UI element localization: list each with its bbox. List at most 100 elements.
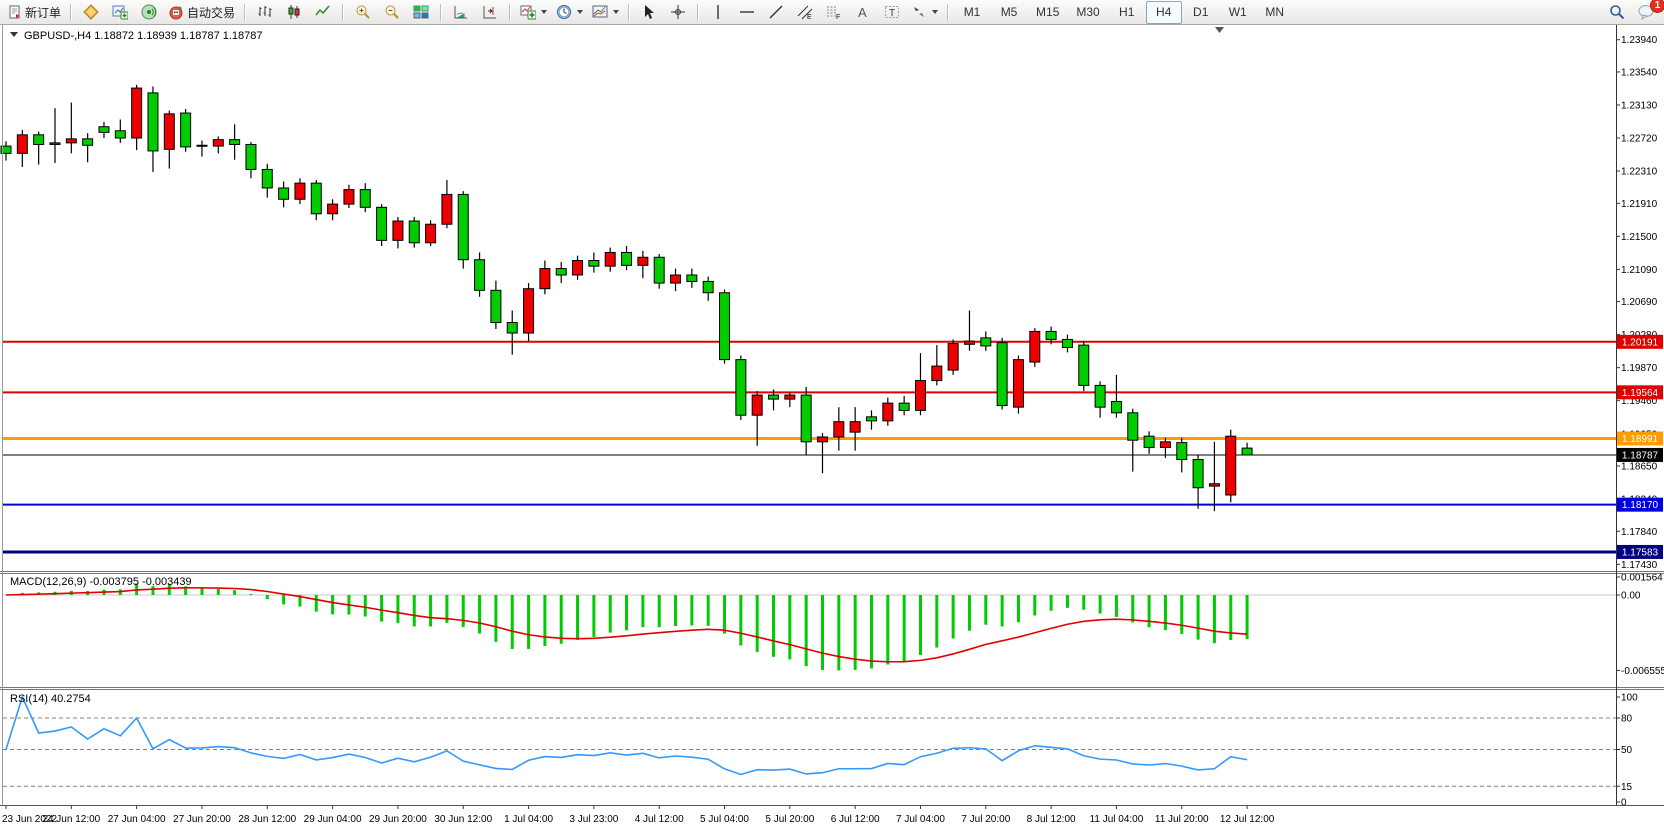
candle: [327, 203, 339, 215]
fibonacci-button[interactable]: F: [820, 1, 848, 24]
time-tick-label: 29 Jun 04:00: [304, 814, 362, 825]
candle: [1110, 401, 1122, 414]
dropdown-caret: [613, 10, 620, 14]
candle: [768, 394, 780, 400]
market-signal-button[interactable]: [135, 1, 163, 24]
chart-shift-marker[interactable]: [1215, 27, 1224, 33]
dropdown-caret: [541, 10, 548, 14]
metaeditor-button[interactable]: [77, 1, 105, 24]
svg-text:E: E: [807, 14, 812, 20]
separator: [70, 3, 73, 21]
timeframe-mn[interactable]: MN: [1265, 5, 1285, 19]
candle: [425, 223, 437, 244]
candle: [212, 139, 224, 147]
macd-pane[interactable]: MACD(12,26,9) -0.003795 -0.003439: [3, 576, 1616, 671]
candle: [555, 268, 567, 276]
crosshair-button[interactable]: [664, 1, 692, 24]
candle: [963, 340, 975, 345]
timeframe-d1[interactable]: D1: [1193, 5, 1209, 19]
autotrading-button[interactable]: 自动交易: [164, 1, 239, 24]
price-tick-label: 1.21090: [1621, 265, 1658, 276]
price-pane[interactable]: [0, 84, 1616, 554]
candle: [539, 268, 551, 290]
time-tick-label: 30 Jun 12:00: [434, 814, 492, 825]
candle: [1045, 330, 1057, 340]
candle: [392, 220, 404, 241]
candle: [1143, 435, 1155, 448]
chart-candles-button[interactable]: [280, 1, 308, 24]
gold-diamond-icon: [83, 4, 99, 20]
candle: [833, 421, 845, 438]
equidistant-channel-button[interactable]: E: [791, 1, 819, 24]
autotrading-label: 自动交易: [187, 5, 236, 20]
notifications-button[interactable]: 1: [1632, 0, 1664, 24]
candle: [1176, 442, 1188, 461]
tile-windows-button[interactable]: [407, 1, 435, 24]
candle: [457, 193, 469, 261]
price-tick-label: 1.18650: [1621, 461, 1658, 472]
candle: [180, 112, 192, 148]
cursor-button[interactable]: [635, 1, 663, 24]
symbol-title: GBPUSD-,H4 1.18872 1.18939 1.18787 1.187…: [24, 30, 263, 42]
time-tick-label: 7 Jul 04:00: [896, 814, 945, 825]
candle: [114, 130, 126, 139]
indicators-button[interactable]: [516, 1, 551, 24]
new-order-label: 新订单: [25, 5, 62, 20]
chart-shift-button[interactable]: [476, 1, 504, 24]
new-chart-button[interactable]: [106, 1, 134, 24]
timeframe-m5[interactable]: M5: [1000, 5, 1018, 19]
trendline-icon: [769, 5, 783, 19]
candle: [653, 256, 665, 284]
text-label-button[interactable]: T: [878, 1, 906, 24]
horizontal-line-button[interactable]: [733, 1, 761, 24]
price-badge: [1617, 447, 1663, 462]
search-button[interactable]: [1603, 1, 1631, 24]
candle: [882, 402, 894, 422]
time-tick-label: 29 Jun 20:00: [369, 814, 427, 825]
timeframe-h4[interactable]: H4: [1145, 0, 1182, 24]
text-button[interactable]: A: [849, 1, 877, 24]
search-icon: [1610, 5, 1625, 20]
time-tick-label: 27 Jun 04:00: [108, 814, 166, 825]
candle: [310, 182, 322, 215]
chart-bars-button[interactable]: [251, 1, 279, 24]
vertical-line-button[interactable]: [704, 1, 732, 24]
candle: [996, 342, 1008, 407]
price-tick-label: 1.23540: [1621, 67, 1658, 78]
candle: [294, 182, 306, 200]
timeframe-m1[interactable]: M1: [963, 5, 981, 19]
zoom-out-icon: [385, 5, 399, 19]
arrows-button[interactable]: [907, 1, 942, 24]
candle: [359, 189, 371, 208]
timeframe-h1[interactable]: H1: [1119, 5, 1135, 19]
chat-bubble-icon: [1638, 5, 1653, 20]
auto-scroll-button[interactable]: [447, 1, 475, 24]
chart-line-button[interactable]: [309, 1, 337, 24]
chart-surface[interactable]: MACD(12,26,9) -0.003795 -0.003439 RSI(14)…: [0, 25, 1664, 832]
candle: [751, 394, 763, 416]
time-tick-label: 5 Jul 20:00: [765, 814, 814, 825]
timeframe-w1[interactable]: W1: [1228, 5, 1247, 19]
symbol-dropdown-icon[interactable]: [10, 32, 18, 37]
add-indicator-icon: [520, 5, 537, 20]
timeframe-m15[interactable]: M15: [1036, 5, 1060, 19]
price-badge-label: 1.18170: [1622, 500, 1659, 511]
zoom-in-button[interactable]: [349, 1, 377, 24]
candle: [931, 365, 943, 382]
trendline-button[interactable]: [762, 1, 790, 24]
rsi-pane[interactable]: RSI(14) 40.2754: [3, 693, 1616, 787]
line-chart-icon: [315, 5, 330, 16]
candle: [65, 138, 77, 144]
vertical-line-icon: [717, 5, 719, 19]
dropdown-caret: [577, 10, 584, 14]
price-axis[interactable]: 1.23940 1.23540 1.23130 1.22720 1.22310 1.219…: [1616, 35, 1664, 809]
zoom-out-button[interactable]: [378, 1, 406, 24]
periods-button[interactable]: [552, 1, 587, 24]
templates-button[interactable]: [588, 1, 623, 24]
candle: [670, 274, 682, 284]
tile-windows-icon: [413, 5, 429, 19]
timeframe-m30[interactable]: M30: [1076, 5, 1100, 19]
candle: [735, 359, 747, 416]
new-order-button[interactable]: 新订单: [4, 1, 65, 24]
